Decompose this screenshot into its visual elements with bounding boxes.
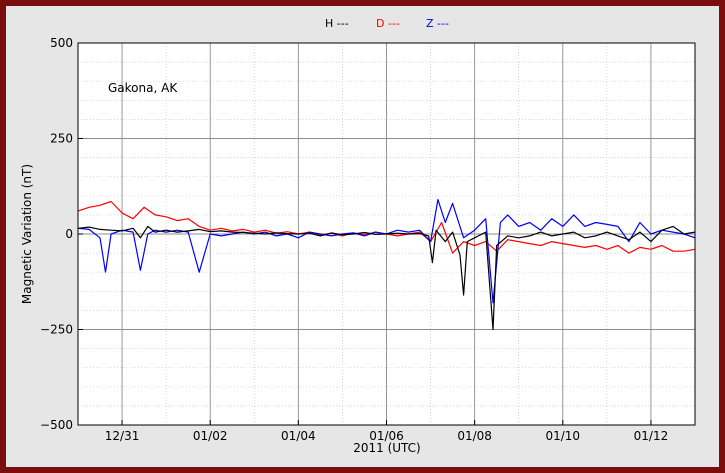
series-line-h	[77, 225, 696, 331]
legend-z: Z ---	[426, 17, 449, 30]
x-tick-label: 01/08	[457, 429, 492, 443]
axes: 12/31 01/02 01/04 01/06 01/08 01/10 01/12 −500 −…	[40, 36, 668, 443]
y-tick-label: 500	[50, 36, 73, 50]
y-tick-label: −250	[40, 323, 73, 337]
x-tick-label: 01/02	[193, 429, 228, 443]
x-tick-label: 01/04	[281, 429, 316, 443]
y-tick-label: −500	[40, 418, 73, 432]
legend-d: D ---	[376, 17, 400, 30]
station-annotation: Gakona, AK	[108, 81, 178, 95]
y-axis-label: Magnetic Variation (nT)	[20, 164, 34, 304]
legend-h: H ---	[325, 17, 349, 30]
x-axis-label: 2011 (UTC)	[353, 441, 421, 455]
x-tick-label: 01/06	[369, 429, 404, 443]
y-tick-label: 0	[65, 227, 73, 241]
x-tick-label: 01/12	[634, 429, 669, 443]
x-tick-label: 01/10	[545, 429, 580, 443]
y-tick-label: 250	[50, 132, 73, 146]
series-layer	[77, 199, 696, 331]
x-tick-label: 12/31	[105, 429, 140, 443]
